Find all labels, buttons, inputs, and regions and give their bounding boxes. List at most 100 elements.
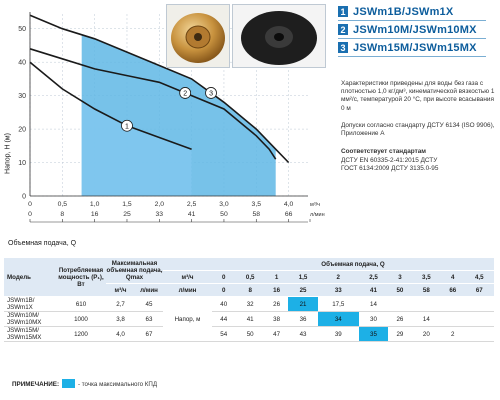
head-value-cell: 41 — [235, 311, 265, 327]
curve-label-text: 3 — [209, 91, 213, 98]
head-value-cell: 54 — [212, 326, 236, 342]
legend-divider — [338, 56, 486, 57]
table-row: JSWm15M/ JSWm15MX 1200 4,0 67 54 50 47 43 39 35 29… — [4, 326, 494, 342]
head-value-cell: 2 — [441, 326, 465, 342]
head-value-cell: 39 — [317, 326, 359, 342]
x-tick-label-lmin: 41 — [188, 211, 196, 218]
curve-label-marker — [179, 87, 192, 99]
q-m3h-cell: 1 — [264, 270, 289, 284]
q-lmin-cell: 33 — [317, 283, 359, 297]
head-value-cell: 35 — [358, 326, 389, 342]
legend-number: 3 — [338, 42, 348, 53]
q-m3h-cell: 2,5 — [358, 270, 389, 284]
table-header-row-3: м³/ч л/мин л/мин 0 8 16 25 33 41 50 58 6… — [4, 283, 494, 297]
efficient-region-curve1 — [81, 101, 192, 196]
performance-table: Модель Потребляемая мощность (P₁), Вт Ма… — [4, 258, 494, 342]
x-tick-label-lmin: 33 — [156, 211, 164, 218]
q-lmin-cell: 25 — [288, 283, 318, 297]
power-cell: 610 — [56, 296, 106, 312]
power-cell: 1000 — [56, 311, 106, 327]
head-value-cell: 32 — [235, 296, 265, 312]
q-lmin-cell: 50 — [388, 283, 412, 297]
q-lmin-cell: 8 — [235, 283, 265, 297]
legend-divider — [338, 20, 486, 21]
legend-label: JSWm10M/JSWm10MX — [353, 23, 477, 36]
legend-item-3: 3 JSWm15M/JSWm15MX — [338, 41, 477, 54]
y-tick-label: 30 — [18, 93, 26, 100]
q-m3h-cell: 0 — [212, 270, 236, 284]
model-cell: JSWm15M/ JSWm15MX — [4, 326, 56, 342]
header-max-flow: Максимальная объемная подача, Qmax — [106, 258, 163, 284]
curve-label-marker — [205, 87, 217, 99]
x-tick-label-m3h: 2,0 — [155, 201, 165, 208]
legend-item-1: 1 JSWm1B/JSWm1X — [338, 5, 453, 18]
head-value-cell: 50 — [235, 326, 265, 342]
curve-label-marker — [121, 119, 133, 132]
y-tick-label: 20 — [18, 127, 26, 134]
curve-1 — [29, 61, 192, 150]
x-tick-label-lmin: 25 — [123, 211, 131, 218]
x-tick-label-lmin: 16 — [91, 211, 99, 218]
qmax-m3h-cell: 3,8 — [106, 311, 135, 327]
head-value-cell — [464, 296, 494, 312]
qmax-m3h-cell: 2,7 — [106, 296, 135, 312]
x-tick-label-lmin: 8 — [60, 211, 64, 218]
x-tick-label-lmin: 0 — [28, 211, 32, 218]
y-axis-label: Напор, Н (м) — [4, 133, 12, 174]
conditions-note: Характеристики приведены для воды без га… — [341, 80, 495, 112]
q-m3h-cell: 3,5 — [411, 270, 442, 284]
y-tick-label: 50 — [18, 26, 26, 33]
table-header-row-2: м³/ч 0 0,5 1 1,5 2 2,5 3 3,5 4 4,5 — [4, 270, 494, 284]
head-value-cell: 34 — [317, 311, 359, 327]
header-lmin: л/мин — [135, 283, 163, 297]
legend-number: 1 — [338, 6, 348, 17]
qmax-lmin-cell: 67 — [135, 326, 163, 342]
header-flow: Объемная подача, Q — [212, 258, 494, 271]
y-tick-label: 10 — [18, 160, 26, 167]
q-m3h-cell: 4,5 — [464, 270, 494, 284]
legend-label: JSWm15M/JSWm15MX — [353, 41, 477, 54]
q-lmin-cell: 66 — [441, 283, 465, 297]
head-value-cell: 43 — [288, 326, 318, 342]
x-tick-label-m3h: 1,0 — [90, 201, 100, 208]
q-lmin-cell: 67 — [464, 283, 494, 297]
head-label-cell: Напор, м — [163, 296, 212, 342]
x-tick-label-lmin: 58 — [252, 211, 260, 218]
legend-number: 2 — [338, 24, 348, 35]
q-m3h-cell: 4 — [441, 270, 465, 284]
head-value-cell: 40 — [212, 296, 236, 312]
legend-label: JSWm1B/JSWm1X — [353, 5, 454, 18]
qmax-lmin-cell: 45 — [135, 296, 163, 312]
header-power: Потребляемая мощность (P₁), Вт — [56, 258, 106, 297]
x-tick-label-m3h: 0,5 — [58, 201, 68, 208]
head-value-cell: 38 — [264, 311, 289, 327]
x-tick-label-m3h: 4,0 — [284, 201, 294, 208]
header-model: Модель — [4, 258, 56, 297]
q-lmin-cell: 58 — [411, 283, 442, 297]
head-value-cell: 26 — [264, 296, 289, 312]
header-m3h: м³/ч — [106, 283, 135, 297]
x-tick-label-m3h: 2,5 — [187, 201, 197, 208]
standards-list: ДСТУ EN 60335-2-41:2015 ДСТУ ГОСТ 6134:2… — [341, 157, 439, 173]
x-tick-label-m3h: 1,5 — [122, 201, 132, 208]
table-row: JSWm10M/ JSWm10MX 1000 3,8 63 44 41 38 36 34 30 26… — [4, 311, 494, 327]
impeller-black-photo — [232, 4, 326, 68]
table-header-row-1: Модель Потребляемая мощность (P₁), Вт Ма… — [4, 258, 494, 297]
model-cell: JSWm1B/ JSWm1X — [4, 296, 56, 312]
table-row: JSWm1B/ JSWm1X 610 2,7 45 Напор, м 40 32 26 21 17… — [4, 296, 494, 342]
q-lmin-cell: 41 — [358, 283, 389, 297]
x-axis-label: Объемная подача, Q — [8, 240, 77, 247]
curve-2 — [29, 48, 277, 160]
legend-item-2: 2 JSWm10M/JSWm10MX — [338, 23, 477, 36]
qmax-lmin-cell: 63 — [135, 311, 163, 327]
head-value-cell — [464, 326, 494, 342]
curve-label-text: 2 — [183, 91, 187, 98]
q-m3h-cell: 3 — [388, 270, 412, 284]
impeller-brass-photo — [166, 4, 230, 68]
x-tick-label-m3h: 3,0 — [219, 201, 229, 208]
legend-divider — [338, 38, 486, 39]
head-value-cell: 21 — [288, 296, 318, 312]
tolerance-note: Допуски согласно стандарту ДСТУ 6134 (IS… — [341, 122, 495, 138]
footnote-label: ПРИМЕЧАНИЕ: — [12, 381, 60, 388]
